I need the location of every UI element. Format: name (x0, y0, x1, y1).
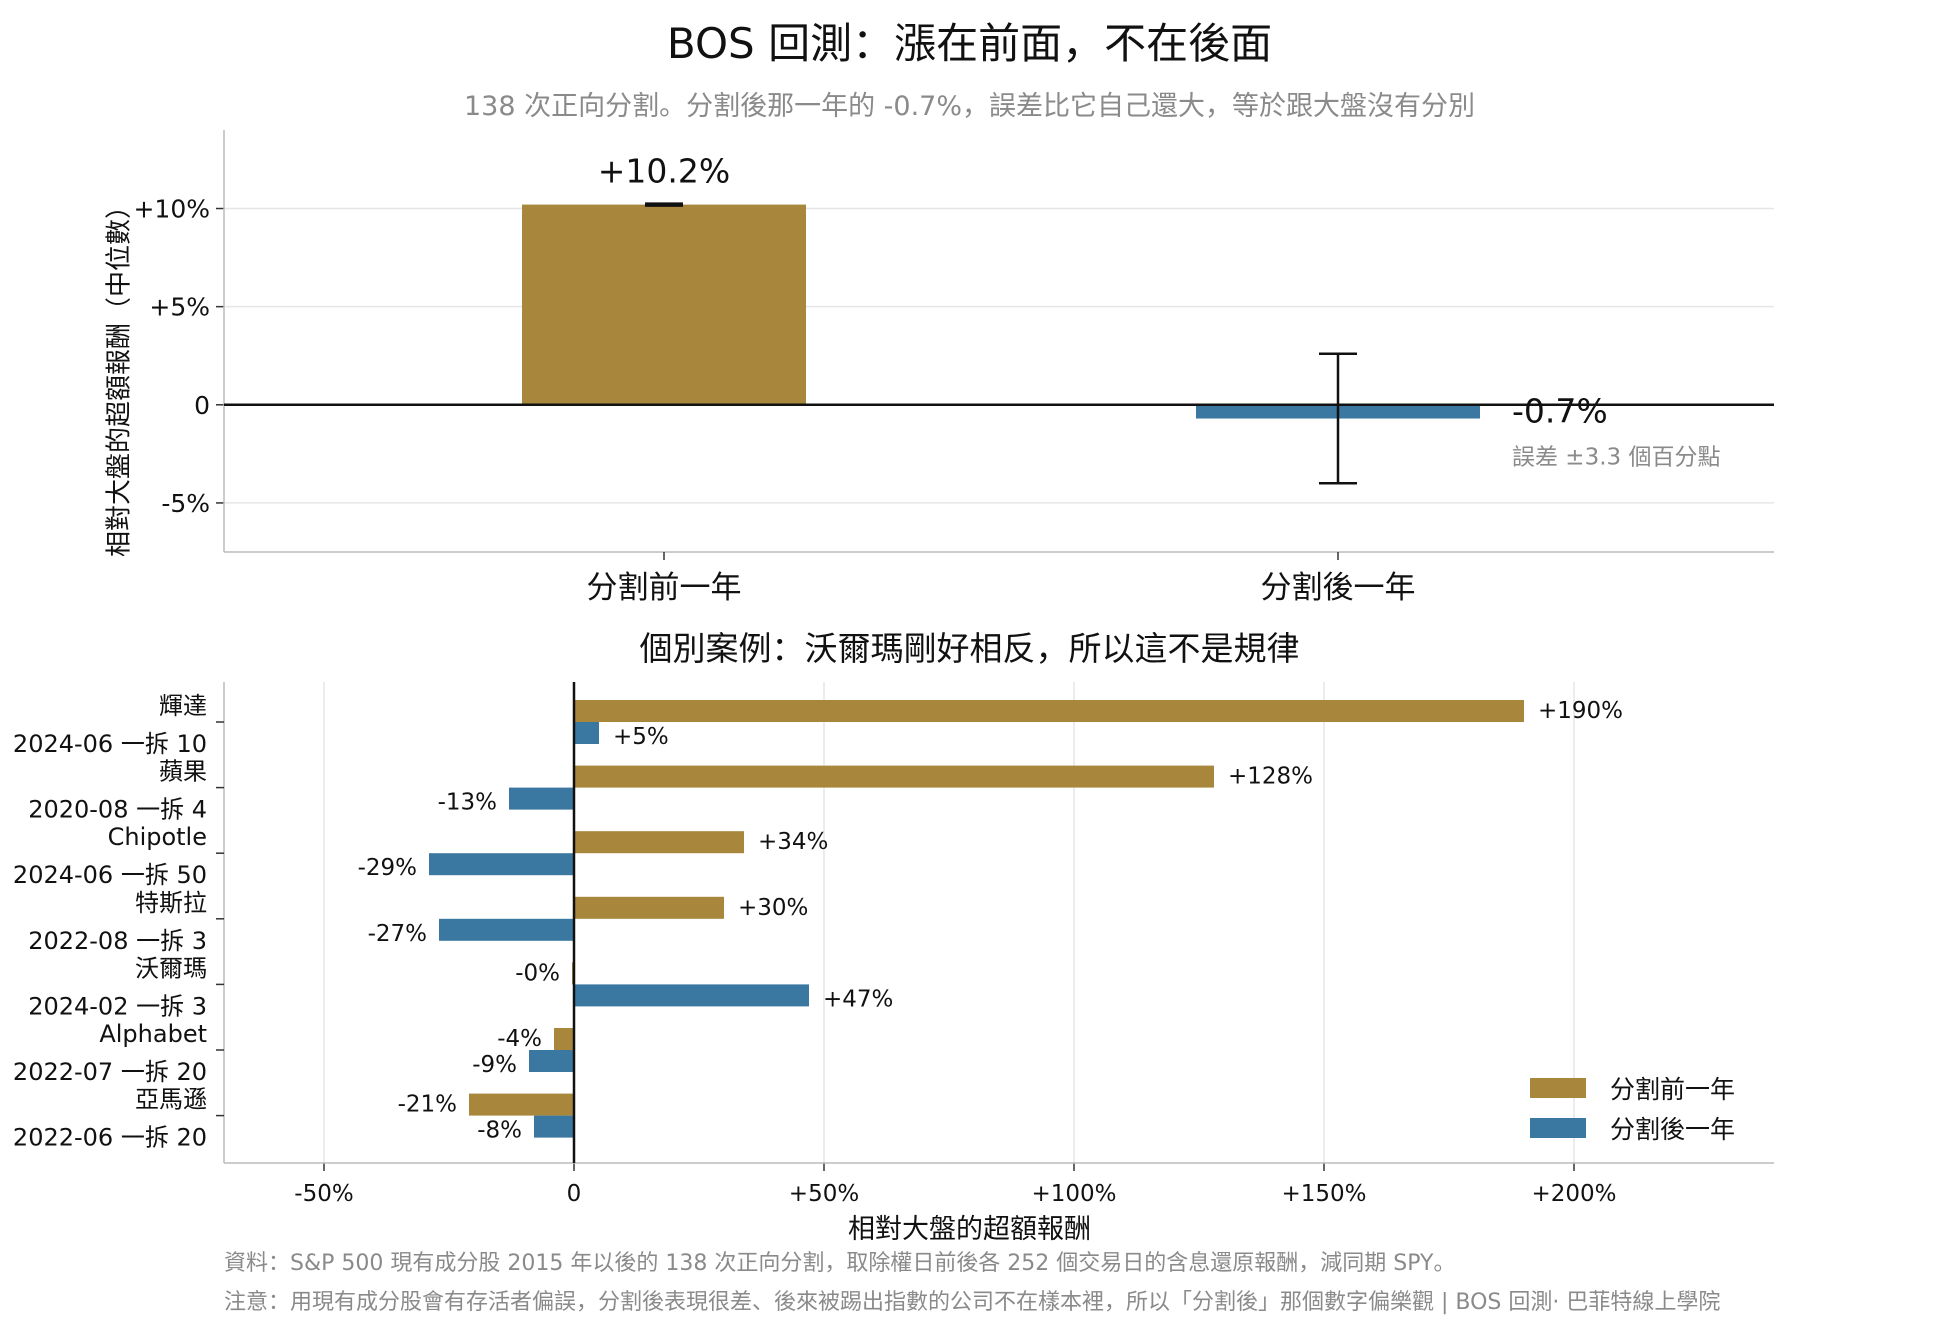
bottom-case-name: 特斯拉 (135, 889, 207, 917)
bottom-bar-before (574, 896, 724, 919)
bottom-case-name: 亞馬遜 (135, 1086, 207, 1114)
bottom-bar-before (574, 700, 1524, 722)
bottom-bar-after-label: -27% (368, 921, 427, 947)
top-bar (522, 204, 806, 405)
bottom-case-detail: 2024-02 一拆 3 (28, 992, 207, 1020)
bottom-chart-x-axis-label: 相對大盤的超額報酬 (848, 1214, 1091, 1245)
legend-label-before: 分割前一年 (1610, 1075, 1736, 1104)
legend-item-after: 分割後一年 (1530, 1108, 1735, 1148)
top-summary-chart: +10% +5% 0 -5% 分割前一年 分割後一年 +10.2% -0.7% 誤差 ±3.3 … (133, 130, 1774, 606)
bottom-x-tick-label: +50% (789, 1181, 859, 1207)
top-error-note: 誤差 ±3.3 個百分點 (1512, 445, 1720, 471)
top-bar-value-label: -0.7% (1512, 392, 1608, 431)
bottom-bar-after (439, 918, 574, 941)
bottom-bar-after-label: +47% (823, 986, 893, 1012)
bottom-bar-before (574, 831, 744, 854)
top-y-tick-label: -5% (161, 489, 210, 518)
bottom-case-detail: 2024-06 一拆 50 (13, 861, 207, 889)
bottom-case-name: Alphabet (99, 1020, 207, 1048)
bottom-bar-before-label: -21% (398, 1092, 457, 1118)
bottom-x-tick-label: +200% (1531, 1181, 1616, 1207)
bottom-case-name: 沃爾瑪 (135, 954, 207, 982)
bottom-bar-before (554, 1028, 574, 1050)
legend-swatch-before (1530, 1078, 1586, 1098)
bottom-bar-before-label: +128% (1228, 764, 1313, 790)
top-x-tick-label: 分割前一年 (587, 570, 742, 606)
bottom-x-tick-label: +150% (1281, 1181, 1366, 1207)
bottom-x-tick-label: -50% (294, 1181, 353, 1207)
bottom-case-detail: 2022-06 一拆 20 (13, 1124, 207, 1152)
bottom-bar-before-label: +190% (1538, 698, 1623, 724)
bottom-bar-after (509, 787, 574, 810)
bottom-case-detail: 2022-08 一拆 3 (28, 927, 207, 955)
bottom-bar-after-label: -9% (472, 1052, 517, 1078)
top-y-tick-label: +5% (149, 293, 210, 322)
bottom-bar-before-label: +34% (758, 829, 828, 855)
bottom-bar-after-label: -13% (438, 790, 497, 816)
bottom-case-detail: 2022-07 一拆 20 (13, 1058, 207, 1086)
bottom-bar-before (574, 765, 1214, 788)
chart-subtitle: 138 次正向分割。分割後那一年的 -0.7%，誤差比它自己還大，等於跟大盤沒有… (463, 91, 1476, 122)
bottom-bar-after (529, 1050, 574, 1072)
bottom-bar-after (574, 984, 809, 1007)
bottom-bar-after (534, 1115, 574, 1138)
bottom-cases-chart: -50% 0 +50% +100% +150% +200% +190% +5% 輝達 2024-0… (13, 682, 1774, 1207)
bottom-chart-legend: 分割前一年 分割後一年 (1530, 1068, 1735, 1148)
legend-item-before: 分割前一年 (1530, 1068, 1735, 1108)
bottom-case-detail: 2020-08 一拆 4 (28, 796, 207, 824)
bottom-bar-before-label: +30% (738, 895, 808, 921)
bottom-bar-after-label: +5% (613, 724, 669, 750)
bottom-bar-after-label: -29% (358, 855, 417, 881)
bottom-x-tick-label: +100% (1031, 1181, 1116, 1207)
bottom-bar-before-label: -4% (497, 1026, 542, 1052)
bottom-case-name: Chipotle (108, 823, 207, 851)
footer-note: 注意：用現有成分股會有存活者偏誤，分割後表現很差、後來被踢出指數的公司不在樣本裡… (224, 1290, 1721, 1315)
legend-swatch-after (1530, 1118, 1586, 1138)
top-x-tick-label: 分割後一年 (1261, 570, 1416, 606)
top-y-tick-label: +10% (133, 195, 210, 224)
top-y-tick-label: 0 (194, 391, 210, 420)
top-bar-value-label: +10.2% (598, 152, 730, 191)
bottom-case-name: 輝達 (159, 692, 207, 720)
bottom-chart-title: 個別案例：沃爾瑪剛好相反，所以這不是規律 (639, 629, 1300, 668)
bottom-case-name: 蘋果 (159, 758, 207, 786)
bottom-bar-after (429, 853, 574, 876)
bottom-bar-before-label: -0% (515, 960, 560, 986)
footer-source: 資料：S&P 500 現有成分股 2015 年以後的 138 次正向分割，取除權… (224, 1251, 1456, 1276)
bottom-bar-before (469, 1093, 574, 1116)
bottom-x-tick-label: 0 (567, 1181, 582, 1207)
bottom-case-detail: 2024-06 一拆 10 (13, 730, 207, 758)
bottom-bar-after (574, 722, 599, 744)
chart-title: BOS 回測：漲在前面，不在後面 (666, 19, 1273, 68)
legend-label-after: 分割後一年 (1610, 1115, 1736, 1144)
bottom-bar-after-label: -8% (477, 1118, 522, 1144)
